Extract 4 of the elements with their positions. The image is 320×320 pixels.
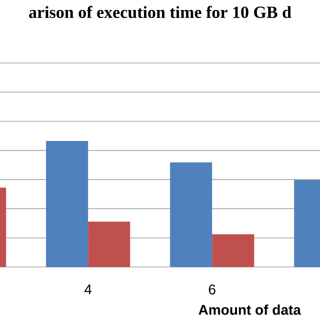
x-axis-title: Amount of data [198,304,302,315]
x-tick-label: 4 [84,284,92,294]
x-tick-label: 6 [208,284,216,294]
chart-title: arison of execution time for 10 GB d [29,6,292,18]
